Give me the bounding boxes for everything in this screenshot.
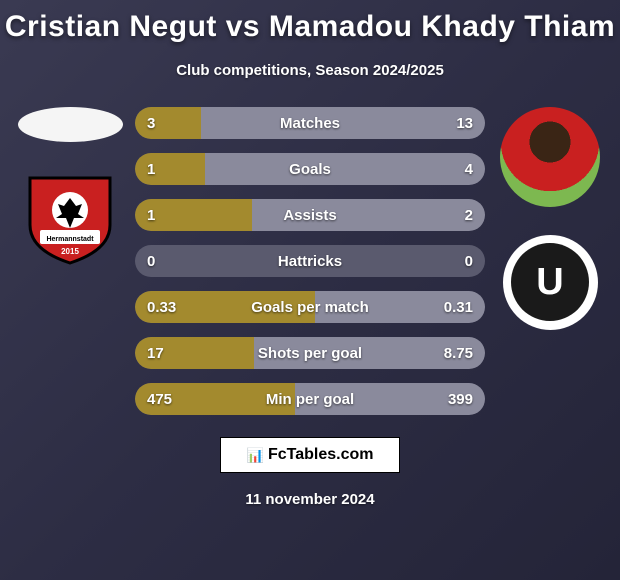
stat-row: 475 Min per goal 399 bbox=[135, 383, 485, 415]
left-player-column: Hermannstadt 2015 bbox=[10, 107, 130, 267]
cluj-badge-letter: U bbox=[536, 261, 563, 304]
generation-date: 11 november 2024 bbox=[0, 491, 620, 508]
stat-label: Hattricks bbox=[278, 253, 342, 270]
stat-value-left: 0.33 bbox=[147, 299, 176, 316]
stat-value-left: 0 bbox=[147, 253, 155, 270]
stat-row: 0.33 Goals per match 0.31 bbox=[135, 291, 485, 323]
chart-icon: 📊 bbox=[247, 447, 264, 464]
stat-label: Min per goal bbox=[266, 391, 354, 408]
content-area: Hermannstadt 2015 U 3 Matches 13 1 Goals 4 1 As… bbox=[0, 107, 620, 415]
hermannstadt-shield-icon: Hermannstadt 2015 bbox=[26, 170, 114, 265]
watermark[interactable]: 📊 FcTables.com bbox=[220, 437, 400, 473]
stat-bar-left bbox=[135, 107, 201, 139]
stat-row: 1 Assists 2 bbox=[135, 199, 485, 231]
player-left-avatar bbox=[18, 107, 123, 142]
svg-text:2015: 2015 bbox=[61, 247, 79, 256]
stat-value-right: 399 bbox=[448, 391, 473, 408]
stat-bar-left bbox=[135, 153, 205, 185]
watermark-text: FcTables.com bbox=[268, 446, 374, 464]
stat-value-left: 1 bbox=[147, 207, 155, 224]
stat-row: 0 Hattricks 0 bbox=[135, 245, 485, 277]
stat-value-left: 3 bbox=[147, 115, 155, 132]
stat-label: Goals bbox=[289, 161, 331, 178]
player-right-club-badge: U bbox=[500, 232, 600, 332]
stats-container: 3 Matches 13 1 Goals 4 1 Assists 2 0 Hattricks 0 0.3… bbox=[135, 107, 485, 415]
stat-value-left: 475 bbox=[147, 391, 172, 408]
stat-value-left: 1 bbox=[147, 161, 155, 178]
stat-bar-right bbox=[201, 107, 485, 139]
stat-row: 17 Shots per goal 8.75 bbox=[135, 337, 485, 369]
stat-row: 1 Goals 4 bbox=[135, 153, 485, 185]
stat-value-right: 2 bbox=[465, 207, 473, 224]
player-left-club-badge: Hermannstadt 2015 bbox=[20, 167, 120, 267]
stat-value-right: 4 bbox=[465, 161, 473, 178]
stat-row: 3 Matches 13 bbox=[135, 107, 485, 139]
right-player-column: U bbox=[490, 107, 610, 332]
stat-value-right: 0 bbox=[465, 253, 473, 270]
player-right-avatar bbox=[500, 107, 600, 207]
stat-value-left: 17 bbox=[147, 345, 164, 362]
cluj-badge-icon: U bbox=[503, 235, 598, 330]
season-subtitle: Club competitions, Season 2024/2025 bbox=[0, 62, 620, 79]
stat-label: Matches bbox=[280, 115, 340, 132]
stat-label: Goals per match bbox=[251, 299, 369, 316]
stat-bar-right bbox=[205, 153, 485, 185]
stat-value-right: 13 bbox=[456, 115, 473, 132]
stat-value-right: 0.31 bbox=[444, 299, 473, 316]
stat-label: Assists bbox=[283, 207, 336, 224]
comparison-title: Cristian Negut vs Mamadou Khady Thiam bbox=[0, 0, 620, 44]
svg-text:Hermannstadt: Hermannstadt bbox=[46, 236, 94, 243]
stat-value-right: 8.75 bbox=[444, 345, 473, 362]
stat-label: Shots per goal bbox=[258, 345, 362, 362]
